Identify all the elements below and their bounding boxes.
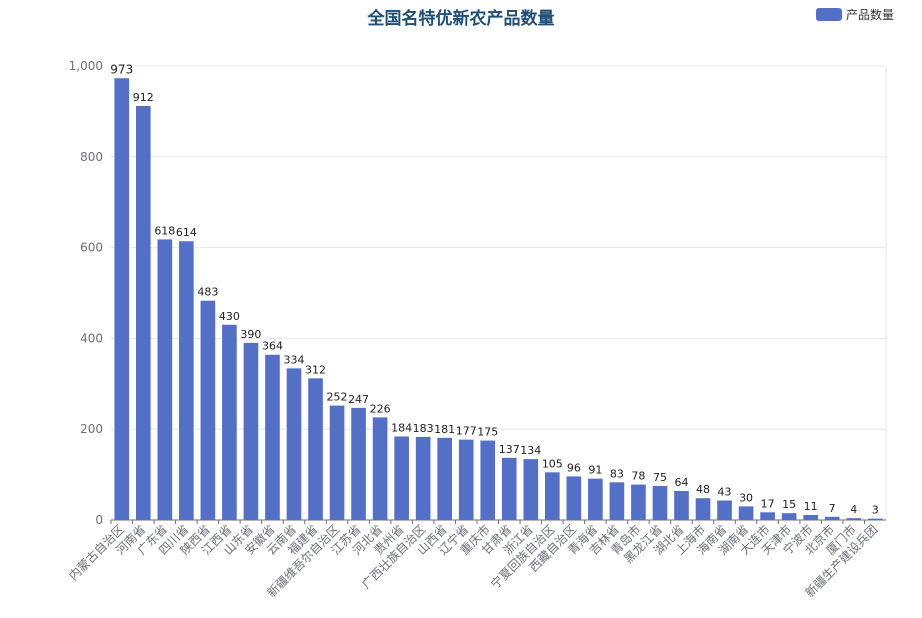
bar xyxy=(631,484,646,520)
bar xyxy=(265,354,280,520)
data-label: 78 xyxy=(631,470,645,483)
data-label: 183 xyxy=(413,422,434,435)
data-label: 83 xyxy=(610,467,624,480)
bar xyxy=(179,241,194,520)
y-tick-label: 200 xyxy=(80,422,103,436)
data-label: 390 xyxy=(240,328,261,341)
y-tick-label: 400 xyxy=(80,331,103,345)
legend-swatch xyxy=(816,8,842,21)
bar xyxy=(135,105,151,521)
data-label: 430 xyxy=(219,310,240,323)
data-label: 30 xyxy=(739,491,753,504)
bar xyxy=(695,498,711,520)
bar xyxy=(781,513,797,520)
bar xyxy=(652,485,668,520)
data-label: 4 xyxy=(850,503,857,516)
data-label: 43 xyxy=(718,485,732,498)
bar xyxy=(114,78,130,521)
bar xyxy=(308,378,323,520)
data-label: 64 xyxy=(674,476,688,489)
bar xyxy=(501,457,517,520)
data-label: 15 xyxy=(782,498,796,511)
bar xyxy=(609,482,625,520)
bar xyxy=(458,439,474,520)
data-label: 618 xyxy=(154,224,175,237)
y-tick-label: 600 xyxy=(80,241,103,255)
bar xyxy=(588,478,603,520)
data-label: 483 xyxy=(197,286,218,299)
bar xyxy=(824,516,840,520)
bar xyxy=(394,436,409,520)
data-label: 96 xyxy=(567,461,581,474)
bar xyxy=(523,459,539,520)
data-label: 226 xyxy=(370,402,391,415)
data-label: 11 xyxy=(804,500,818,513)
bar xyxy=(846,518,862,520)
data-label: 75 xyxy=(653,471,667,484)
y-tick-label: 1,000 xyxy=(69,59,103,73)
bar xyxy=(372,417,388,520)
data-label: 912 xyxy=(133,91,154,104)
data-label: 252 xyxy=(327,391,348,404)
bar xyxy=(545,472,560,520)
bar xyxy=(738,506,754,520)
data-label: 3 xyxy=(872,504,879,517)
data-label: 48 xyxy=(696,483,710,496)
data-label: 247 xyxy=(348,393,369,406)
bar xyxy=(243,342,259,520)
data-label: 177 xyxy=(456,425,477,438)
data-label: 973 xyxy=(110,62,133,76)
data-label: 364 xyxy=(262,340,283,353)
bar xyxy=(674,490,689,520)
legend[interactable]: 产品数量 xyxy=(816,6,894,23)
bar xyxy=(157,239,173,521)
data-label: 7 xyxy=(829,502,836,515)
data-label: 105 xyxy=(542,457,563,470)
bar xyxy=(200,300,216,520)
chart-title: 全国名特优新农产品数量 xyxy=(367,9,555,29)
bar xyxy=(566,476,582,520)
bar xyxy=(717,500,732,520)
bar xyxy=(415,436,431,520)
bar xyxy=(480,440,496,520)
bar xyxy=(351,407,366,520)
bar xyxy=(222,324,237,520)
data-label: 175 xyxy=(477,426,498,439)
y-tick-label: 800 xyxy=(80,150,103,164)
bar xyxy=(286,368,302,520)
bar xyxy=(437,437,452,520)
data-label: 312 xyxy=(305,363,326,376)
data-label: 91 xyxy=(588,464,602,477)
data-label: 181 xyxy=(434,423,455,436)
bar xyxy=(760,512,775,520)
data-label: 184 xyxy=(391,421,412,434)
data-label: 134 xyxy=(520,444,541,457)
bar xyxy=(867,518,883,520)
bar xyxy=(329,405,345,520)
legend-label: 产品数量 xyxy=(846,8,895,22)
data-label: 17 xyxy=(761,497,775,510)
data-label: 334 xyxy=(283,353,304,366)
data-label: 614 xyxy=(176,226,197,239)
data-label: 137 xyxy=(499,443,520,456)
y-tick-label: 0 xyxy=(95,513,103,527)
bar xyxy=(803,515,818,520)
